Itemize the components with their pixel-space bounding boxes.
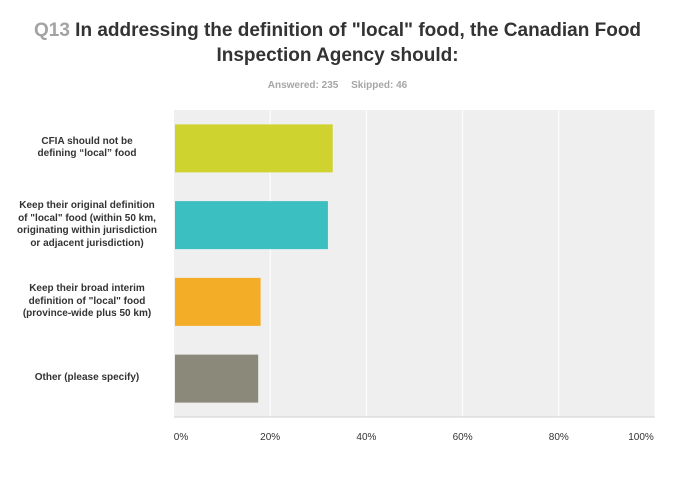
category-label-line: (province-wide plus 50 km) (22, 308, 152, 320)
category-label-line: Other (please specify) (34, 372, 140, 384)
skipped-count: Skipped: 46 (351, 80, 408, 91)
answered-count: Answered: 235 (267, 80, 339, 91)
category-label-4: Other (please specify) (6, 372, 168, 385)
category-label-2: Keep their original definition of "local"… (6, 200, 168, 250)
bar-1[interactable] (175, 124, 333, 173)
bar-2[interactable] (175, 201, 328, 250)
title-line-1: In addressing the definition of "local" … (75, 20, 642, 41)
x-tick-label: 80% (548, 432, 569, 443)
category-label-line: defining “local” food (37, 148, 137, 160)
category-label-line: originating within jurisdiction (17, 225, 157, 237)
category-label-line: CFIA should not be (41, 135, 133, 147)
category-label-line: definition of "local" food (28, 295, 146, 307)
x-tick-label: 40% (356, 432, 377, 443)
category-label-line: of "local" food (within 50 km, (18, 212, 156, 224)
chart-title: Q13 In addressing the definition of "loc… (0, 18, 675, 68)
x-tick-label: 100% (628, 432, 654, 443)
title-line-2: Inspection Agency should: (216, 45, 459, 66)
x-tick-label: 20% (260, 432, 281, 443)
category-label-line: or adjacent jurisdiction) (30, 237, 144, 249)
category-label-line: Keep their broad interim (29, 283, 145, 295)
x-tick-label: 0% (173, 432, 189, 443)
bar-4[interactable] (175, 354, 259, 403)
category-label-line: Keep their original definition (19, 200, 155, 212)
category-label-3: Keep their broad interim definition of "l… (6, 283, 168, 321)
question-number: Q13 (33, 20, 70, 41)
category-label-1: CFIA should not be defining “local” food (6, 136, 168, 161)
response-stats: Answered: 235 Skipped: 46 (0, 80, 675, 91)
bar-3[interactable] (175, 277, 261, 326)
x-tick-label: 60% (452, 432, 473, 443)
